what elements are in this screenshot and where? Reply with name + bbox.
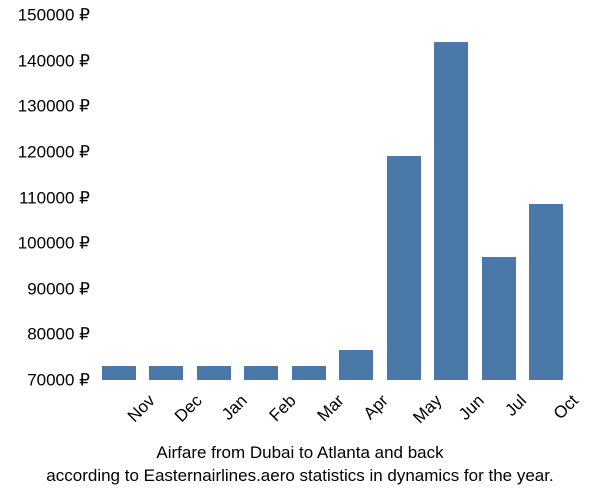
x-tick-label: Mar [313,391,348,426]
airfare-chart: 70000 ₽ 80000 ₽ 90000 ₽ 100000 ₽ 110000 ₽ 120… [0,0,600,500]
bar [434,42,468,380]
x-tick-label: Dec [171,391,207,427]
y-tick-label: 140000 ₽ [18,52,90,69]
bar [387,156,421,380]
y-axis: 70000 ₽80000 ₽90000 ₽100000 ₽110000 ₽120… [0,15,95,380]
chart-caption: Airfare from Dubai to Atlanta and back a… [0,442,600,488]
y-tick-label: 90000 ₽ [27,280,90,297]
bar [102,366,136,380]
y-tick-label: 100000 ₽ [18,235,90,252]
x-axis: NovDecJanFebMarAprMayJunJulOct [95,385,570,445]
x-tick-label: Jul [501,391,531,421]
x-tick-label: Jan [218,391,252,425]
bar [149,366,183,380]
bar [292,366,326,380]
bar [529,204,563,380]
y-tick-label: 130000 ₽ [18,98,90,115]
y-tick-label: 80000 ₽ [27,326,90,343]
y-tick-label: 110000 ₽ [19,189,90,206]
x-tick-label: Jun [455,391,489,425]
x-tick-label: Nov [124,391,160,427]
x-tick-label: Feb [266,391,301,426]
bar [197,366,231,380]
y-tick-label: 120000 ₽ [18,143,90,160]
caption-line-2: according to Easternairlines.aero statis… [0,465,600,488]
bar [339,350,373,380]
caption-line-1: Airfare from Dubai to Atlanta and back [0,442,600,465]
plot-area [95,15,570,380]
x-tick-label: Oct [550,391,583,424]
x-tick-label: Apr [360,391,393,424]
bar [244,366,278,380]
bar [482,257,516,380]
y-tick-label: 70000 ₽ [27,372,90,389]
y-tick-label: 150000 ₽ [18,7,90,24]
x-tick-label: May [409,391,446,428]
